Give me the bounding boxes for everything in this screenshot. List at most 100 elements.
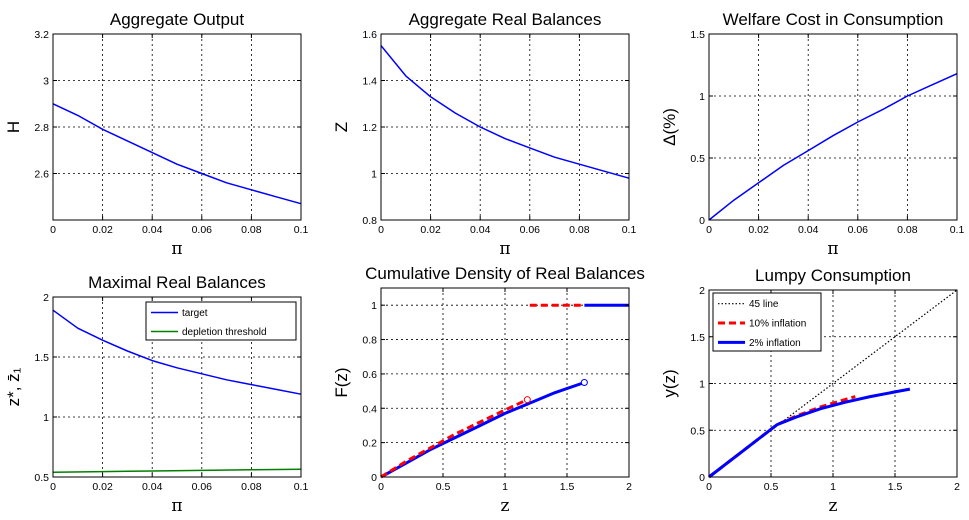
x-tick-label: 0.04 (470, 224, 491, 236)
y-axis-label: Δ(%) (660, 108, 679, 146)
chart-title: Welfare Cost in Consumption (723, 10, 944, 29)
legend: target depletion threshold (145, 301, 297, 341)
x-tick-label: 0.08 (897, 224, 918, 236)
x-tick-label: 0.08 (569, 224, 590, 236)
y-axis-label: y(z) (660, 369, 679, 397)
series-line-1 (708, 73, 958, 221)
y-axis-label: z*, z̄₁ (4, 367, 23, 406)
y-tick-label: 2.8 (34, 122, 49, 134)
x-tick-label: 0 (378, 224, 384, 236)
legend-box (145, 301, 297, 341)
y-tick-label: 1 (699, 91, 705, 103)
x-tick-label: 2 (954, 481, 960, 493)
y-tick-label: 0.2 (362, 438, 377, 450)
y-tick-label: 1.5 (690, 332, 705, 344)
series-line-1 (708, 289, 958, 478)
chart-title: Maximal Real Balances (88, 273, 266, 292)
x-tick-label: 0.02 (92, 224, 113, 236)
y-tick-label: 3.2 (34, 29, 49, 41)
series-line-1 (380, 381, 585, 479)
x-tick-label: 0.08 (241, 481, 262, 493)
endpoint-marker (580, 379, 588, 386)
x-tick-label: 0.06 (192, 224, 213, 236)
x-tick-label: 1.5 (560, 481, 575, 493)
x-tick-label: 0 (706, 224, 712, 236)
x-axis-label: z (829, 496, 838, 516)
y-tick-label: 0.8 (362, 215, 377, 227)
y-axis-label: F(z) (332, 367, 351, 397)
legend-label: 10% inflation (749, 319, 806, 330)
x-tick-label: 0 (50, 224, 56, 236)
axes-frame (708, 33, 958, 221)
y-tick-label: 3 (43, 76, 49, 88)
y-tick-label: 0.5 (690, 153, 705, 165)
chart-title: Lumpy Consumption (755, 266, 911, 285)
legend-label: 45 line (749, 299, 779, 310)
x-tick-label: 0.02 (420, 224, 441, 236)
chart-panel-4: 0 0.02 0.04 0.06 0.08 0.1 0.5 1 1.5 2 Maximal Real… (4, 273, 308, 516)
x-axis-label: π (171, 239, 182, 259)
chart-title: Cumulative Density of Real Balances (365, 264, 645, 283)
y-tick-label: 1 (699, 379, 705, 391)
y-tick-label: 1 (43, 412, 49, 424)
x-tick-label: 0.02 (92, 481, 113, 493)
chart-panel-3: 0 0.02 0.04 0.06 0.08 0.1 0 0.5 1 1.5 Welfare Cost… (660, 10, 964, 259)
legend-label: target (182, 308, 208, 319)
x-axis-label: π (827, 239, 838, 259)
y-tick-label: 1 (371, 169, 377, 181)
y-tick-label: 0.5 (34, 472, 49, 484)
x-tick-label: 0.04 (142, 481, 163, 493)
chart-title: Aggregate Output (110, 10, 244, 29)
x-tick-label: 1 (830, 481, 836, 493)
y-tick-label: 0.4 (362, 403, 377, 415)
x-tick-label: 0.02 (748, 224, 769, 236)
x-tick-label: 0.1 (950, 224, 965, 236)
chart-title: Aggregate Real Balances (409, 10, 602, 29)
axes-frame (52, 296, 302, 478)
x-tick-label: 0.1 (294, 481, 309, 493)
x-tick-label: 0.08 (241, 224, 262, 236)
y-tick-label: 2 (699, 285, 705, 297)
chart-panel-2: 0 0.02 0.04 0.06 0.08 0.1 0.8 1 1.2 1.4 1.6 Aggrega… (332, 10, 636, 259)
y-axis-label: H (4, 121, 23, 133)
x-tick-label: 0.04 (798, 224, 819, 236)
x-axis-label: π (499, 239, 510, 259)
y-tick-label: 1.5 (34, 352, 49, 364)
x-tick-label: 0 (378, 481, 384, 493)
x-tick-label: 0.1 (622, 224, 637, 236)
y-tick-label: 1.4 (362, 76, 377, 88)
y-tick-label: 0 (699, 215, 705, 227)
x-tick-label: 0.5 (764, 481, 779, 493)
y-tick-label: 0.6 (362, 369, 377, 381)
series-line-3 (708, 387, 911, 479)
series-line-1 (52, 103, 302, 205)
series-line-2 (52, 468, 302, 473)
x-tick-label: 0.04 (142, 224, 163, 236)
legend-label: depletion threshold (182, 327, 267, 338)
x-tick-label: 0.06 (520, 224, 541, 236)
legend-label: 2% inflation (749, 338, 801, 349)
y-tick-label: 2.6 (34, 169, 49, 181)
y-tick-label: 1.2 (362, 122, 377, 134)
endpoint-marker (523, 396, 531, 404)
series-line-1 (52, 309, 302, 395)
y-tick-label: 1.6 (362, 29, 377, 41)
x-tick-label: 1.5 (888, 481, 903, 493)
y-axis-label: Z (332, 122, 351, 132)
x-tick-label: 0.06 (848, 224, 869, 236)
x-tick-label: 0.06 (192, 481, 213, 493)
y-tick-label: 0.5 (690, 425, 705, 437)
x-tick-label: 0.1 (294, 224, 309, 236)
chart-panel-5: 0 0.5 1 1.5 2 0 0.2 0.4 0.6 0.8 1 Cumulative Densit… (332, 264, 645, 516)
x-axis-label: z (501, 496, 510, 516)
y-tick-label: 0 (699, 472, 705, 484)
x-tick-label: 0 (50, 481, 56, 493)
x-tick-label: 0.5 (436, 481, 451, 493)
y-tick-label: 0 (371, 472, 377, 484)
x-tick-label: 2 (626, 481, 632, 493)
series-line-1 (380, 45, 630, 179)
legend: 45 line 10% inflation 2% inflation (712, 292, 822, 352)
x-axis-label: π (171, 496, 182, 516)
x-tick-label: 0 (706, 481, 712, 493)
